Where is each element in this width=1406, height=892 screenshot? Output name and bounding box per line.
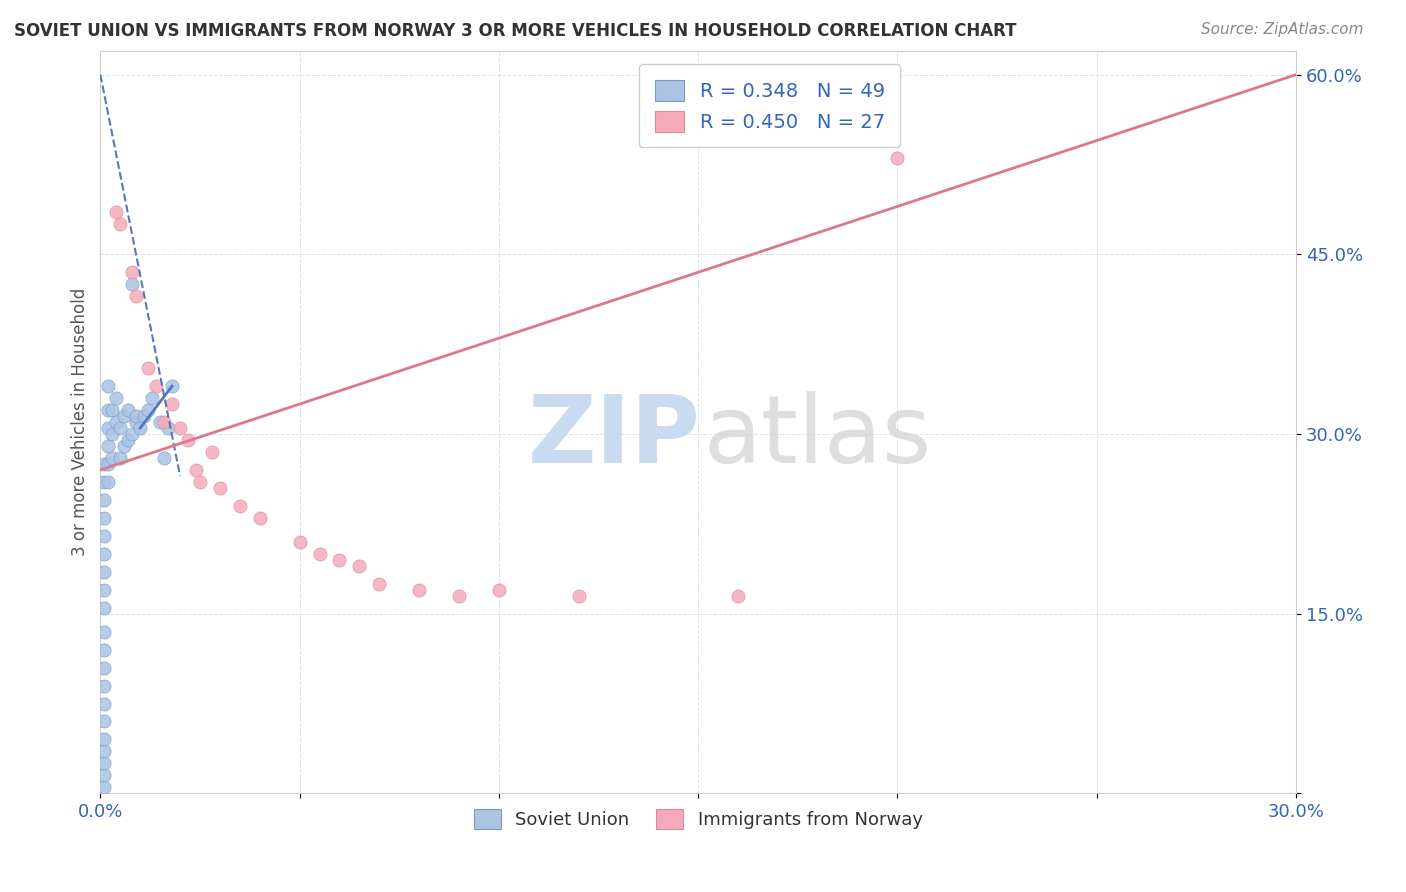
Point [117,403,139,417]
Point [93,492,115,507]
Point [97,421,120,435]
Point [93,600,115,615]
Point [408,582,430,597]
Point [93,780,115,795]
Point [188,475,211,489]
Point [93,714,115,729]
Point [93,582,115,597]
Text: ZIP: ZIP [529,391,702,483]
Point [93,697,115,711]
Point [134,409,156,423]
Point [97,403,120,417]
Point [101,403,124,417]
Point [136,403,159,417]
Point [93,768,115,782]
Point [97,457,120,471]
Point [101,427,124,442]
Point [568,589,591,603]
Point [97,439,120,453]
Point [157,421,180,435]
Point [93,756,115,771]
Point [97,475,120,489]
Point [160,397,183,411]
Point [488,582,510,597]
Point [93,624,115,639]
Y-axis label: 3 or more Vehicles in Household: 3 or more Vehicles in Household [72,288,89,556]
Legend: Soviet Union, Immigrants from Norway: Soviet Union, Immigrants from Norway [467,802,929,837]
Point [169,421,191,435]
Point [105,391,128,405]
Point [93,642,115,657]
Point [93,744,115,758]
Point [145,379,167,393]
Text: SOVIET UNION VS IMMIGRANTS FROM NORWAY 3 OR MORE VEHICLES IN HOUSEHOLD CORRELATI: SOVIET UNION VS IMMIGRANTS FROM NORWAY 3… [14,22,1017,40]
Point [153,415,176,429]
Point [349,558,371,573]
Point [93,732,115,747]
Point [110,421,132,435]
Point [93,679,115,693]
Text: atlas: atlas [703,391,932,483]
Point [368,576,391,591]
Point [201,445,224,459]
Point [727,589,749,603]
Point [121,427,143,442]
Point [121,265,143,279]
Point [136,361,159,376]
Point [97,379,120,393]
Point [153,450,176,465]
Point [112,439,135,453]
Point [129,421,152,435]
Point [121,277,143,292]
Point [110,218,132,232]
Point [125,415,148,429]
Point [328,553,350,567]
Point [117,433,139,447]
Point [229,499,252,513]
Point [249,511,271,525]
Point [93,511,115,525]
Point [288,534,311,549]
Point [93,457,115,471]
Point [93,529,115,543]
Point [125,409,148,423]
Point [149,415,172,429]
Point [110,450,132,465]
Point [93,475,115,489]
Point [447,589,470,603]
Point [184,463,207,477]
Point [93,660,115,674]
Point [160,379,183,393]
Point [208,481,231,495]
Point [93,565,115,579]
Point [105,205,128,219]
Point [112,409,135,423]
Point [141,391,163,405]
Point [101,450,124,465]
Point [308,547,330,561]
Point [105,415,128,429]
Point [177,433,200,447]
Point [125,289,148,303]
Point [886,152,908,166]
Point [93,547,115,561]
Text: Source: ZipAtlas.com: Source: ZipAtlas.com [1201,22,1364,37]
